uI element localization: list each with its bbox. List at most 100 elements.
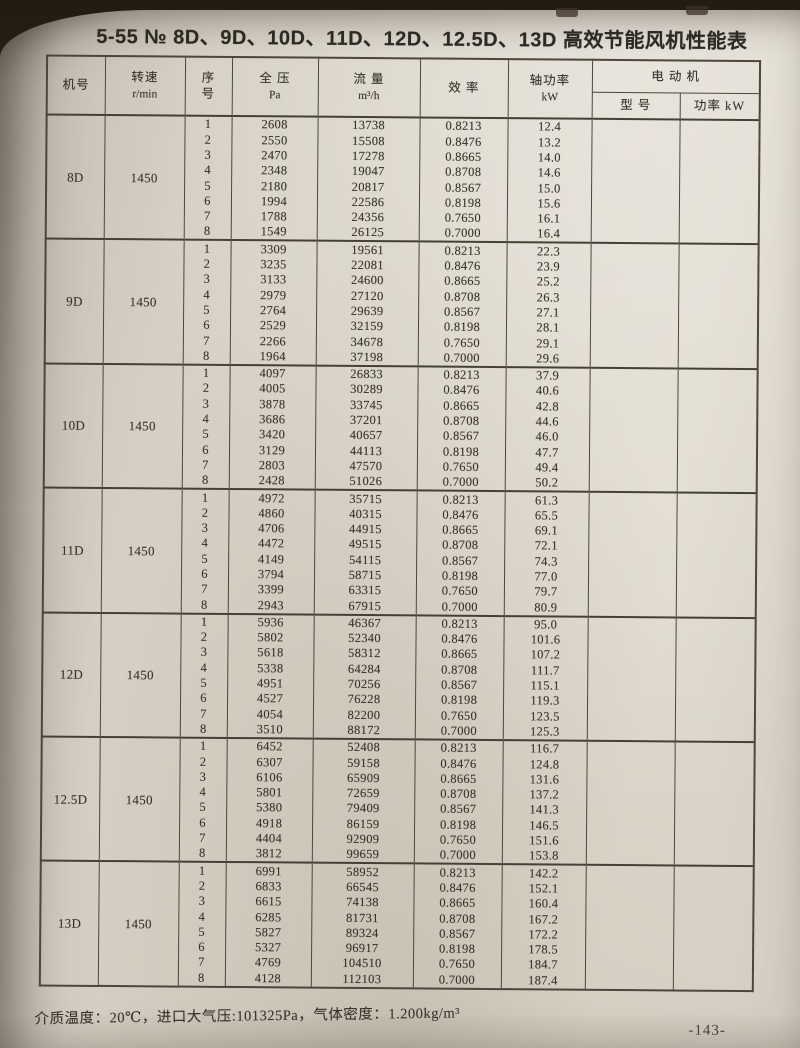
cell-flow: 63315 [313, 582, 416, 599]
cell-machine-no: 12D [41, 611, 101, 737]
cell-shaft-power: 37.9 [505, 366, 590, 384]
cell-motor-model [585, 740, 675, 866]
cell-pressure: 5802 [227, 629, 314, 646]
cell-flow: 86159 [312, 815, 415, 833]
cell-efficiency: 0.8567 [419, 179, 508, 196]
cell-shaft-power: 27.1 [506, 304, 591, 321]
cell-shaft-power: 47.7 [504, 444, 590, 461]
cell-motor-power [673, 741, 755, 867]
cell-machine-no: 8D [45, 114, 105, 240]
cell-pressure: 3510 [226, 721, 313, 739]
cell-shaft-power: 13.2 [507, 134, 592, 151]
header-seq-bottom: 号 [201, 86, 216, 101]
cell-shaft-power: 125.3 [502, 723, 587, 741]
cell-shaft-power: 12.4 [507, 118, 592, 136]
page-edge-tab [686, 6, 708, 15]
cell-seq: 6 [180, 566, 229, 582]
cell-flow: 58952 [311, 862, 414, 880]
header-flow-unit: m³/h [358, 89, 380, 102]
cell-efficiency: 0.8708 [415, 661, 504, 678]
cell-seq: 3 [180, 644, 228, 661]
cell-efficiency: 0.8708 [417, 413, 506, 430]
cell-efficiency: 0.8665 [417, 397, 506, 414]
cell-shaft-power: 42.8 [505, 398, 590, 415]
cell-efficiency: 0.8708 [416, 537, 505, 554]
cell-efficiency: 0.8198 [413, 941, 502, 958]
cell-flow: 59158 [312, 754, 415, 771]
cell-efficiency: 0.8476 [418, 258, 507, 275]
cell-speed: 1450 [98, 736, 180, 862]
cell-efficiency: 0.8665 [419, 149, 508, 166]
cell-speed: 1450 [99, 612, 181, 738]
cell-flow: 47570 [314, 458, 417, 475]
cell-pressure: 2943 [227, 597, 314, 615]
cell-flow: 58312 [313, 645, 416, 662]
cell-flow: 29639 [316, 303, 419, 320]
cell-seq: 1 [181, 488, 229, 506]
cell-seq: 2 [183, 256, 231, 272]
cell-efficiency: 0.8567 [414, 801, 503, 818]
header-shaft-power: 轴功率 kW [507, 59, 593, 119]
cell-pressure: 1549 [230, 224, 317, 242]
cell-shaft-power: 111.7 [503, 662, 588, 679]
cell-efficiency: 0.7650 [414, 707, 503, 724]
cell-efficiency: 0.8476 [416, 506, 505, 523]
cell-seq: 2 [180, 629, 228, 646]
cell-motor-model [584, 865, 674, 991]
cell-efficiency: 0.8213 [414, 739, 503, 757]
cell-pressure: 4472 [228, 535, 315, 552]
cell-seq: 7 [179, 705, 228, 722]
header-motor-power-label: 功率 kW [693, 98, 746, 113]
cell-machine-no: 9D [44, 238, 104, 364]
cell-motor-power [676, 368, 758, 494]
cell-shaft-power: 151.6 [501, 832, 587, 849]
cell-efficiency: 0.8708 [419, 164, 508, 181]
cell-pressure: 3420 [229, 426, 316, 443]
cell-shaft-power: 101.6 [503, 631, 588, 648]
header-pressure: 全 压 Pa [231, 56, 319, 117]
cell-flow: 15508 [317, 132, 420, 150]
cell-flow: 19047 [317, 163, 420, 180]
cell-seq: 5 [184, 177, 232, 194]
cell-efficiency: 0.8665 [418, 273, 507, 290]
header-motor-power: 功率 kW [679, 92, 760, 121]
cell-efficiency: 0.8198 [414, 816, 503, 833]
header-efficiency-label: 效 率 [448, 80, 480, 95]
cell-flow: 40315 [314, 506, 417, 523]
cell-efficiency: 0.8708 [413, 910, 502, 927]
cell-seq: 7 [177, 954, 226, 971]
cell-shaft-power: 142.2 [501, 864, 586, 882]
cell-flow: 40657 [315, 427, 418, 444]
cell-pressure: 4005 [229, 380, 316, 397]
cell-shaft-power: 22.3 [506, 242, 591, 260]
cell-shaft-power: 29.1 [505, 335, 590, 352]
cell-pressure: 2180 [231, 178, 318, 195]
cell-efficiency: 0.7000 [415, 598, 504, 616]
cell-motor-model [589, 243, 679, 369]
cell-flow: 81731 [311, 909, 414, 926]
cell-shaft-power: 178.5 [501, 941, 586, 958]
cell-seq: 1 [180, 613, 228, 630]
cell-pressure: 6991 [225, 862, 312, 880]
cell-shaft-power: 167.2 [501, 911, 586, 928]
cell-pressure: 6452 [226, 737, 313, 755]
cell-seq: 1 [183, 239, 231, 257]
cell-seq: 1 [182, 364, 230, 381]
cell-pressure: 1994 [230, 193, 318, 210]
cell-machine-no: 10D [43, 363, 103, 489]
cell-motor-power [672, 865, 754, 991]
cell-shaft-power: 25.2 [506, 274, 591, 291]
cell-flow: 82200 [312, 706, 416, 723]
cell-flow: 22081 [316, 257, 419, 274]
cell-shaft-power: 61.3 [504, 491, 589, 509]
header-motor-label: 电 动 机 [651, 68, 701, 84]
cell-efficiency: 0.8213 [419, 117, 508, 135]
cell-efficiency: 0.7650 [418, 210, 507, 227]
cell-flow: 67915 [313, 597, 416, 615]
cell-pressure: 5827 [225, 924, 312, 941]
header-seq-top: 序 [201, 70, 216, 85]
cell-shaft-power: 74.3 [504, 553, 589, 570]
cell-seq: 3 [182, 395, 230, 412]
cell-pressure: 3399 [227, 581, 314, 598]
cell-pressure: 2764 [230, 302, 317, 319]
